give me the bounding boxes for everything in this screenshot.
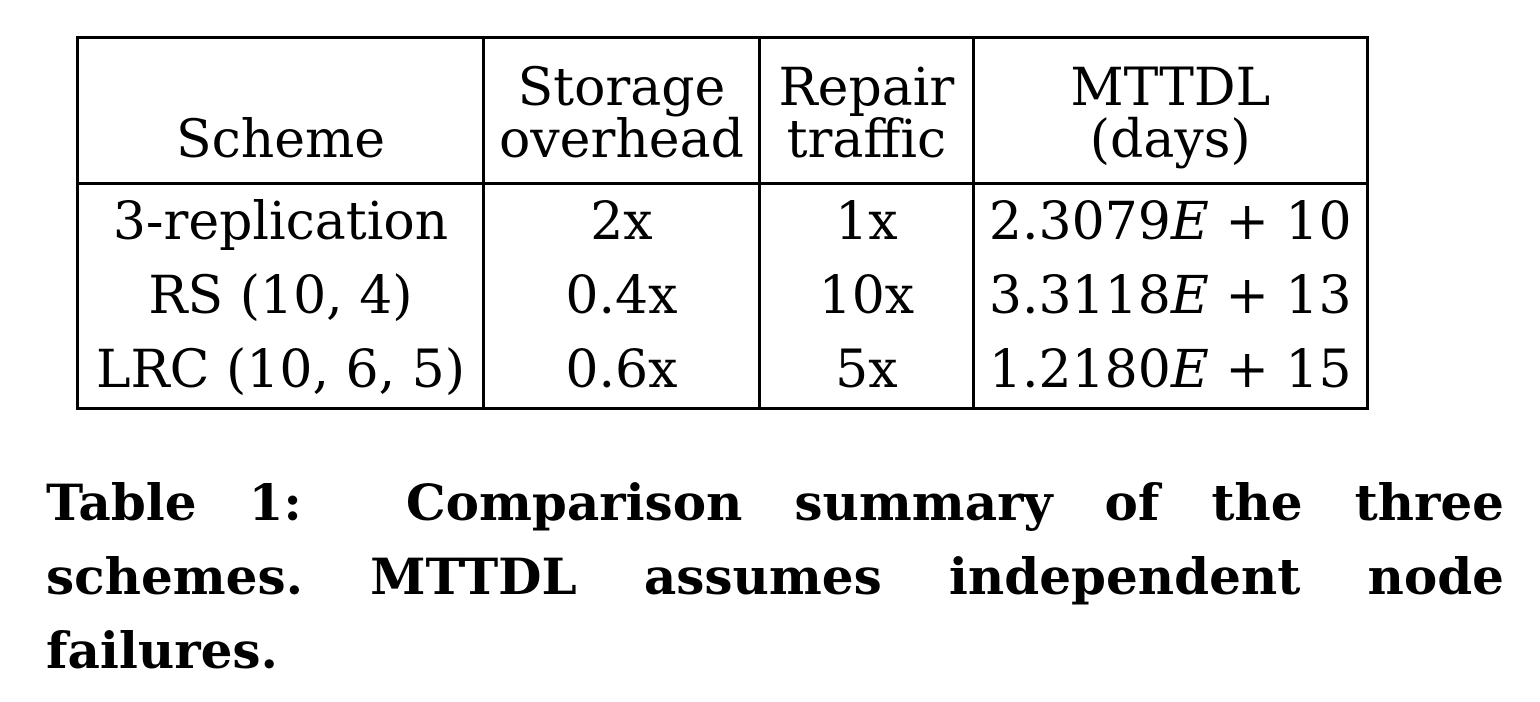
header-storage-line-1: Storage	[517, 58, 726, 118]
table-row: LRC (10, 6, 5) 0.6x 5x 1.2180E + 15	[76, 333, 1369, 410]
table-header: Scheme Storage overhead Repair traffic M…	[76, 37, 1369, 185]
table-body: 3-replication 2x 1x 2.3079E + 10 RS (10,…	[76, 183, 1369, 410]
header-scheme: Scheme	[76, 37, 485, 185]
header-scheme-line-1: Scheme	[175, 110, 386, 170]
mttdl-exponent: + 10	[1208, 192, 1352, 252]
cell-mttdl: 1.2180E + 15	[971, 333, 1369, 410]
header-mttdl-line-2: (days)	[1089, 110, 1251, 170]
header-mttdl-line-1: MTTDL	[1070, 58, 1271, 118]
header-storage-overhead: Storage overhead	[482, 37, 761, 185]
mttdl-exponent-symbol: E	[1170, 266, 1209, 326]
mttdl-mantissa: 1.2180	[988, 340, 1171, 400]
cell-scheme: 3-replication	[76, 183, 485, 259]
cell-scheme: RS (10, 4)	[76, 259, 485, 333]
cell-storage-overhead: 0.4x	[482, 259, 761, 333]
comparison-table-container: Scheme Storage overhead Repair traffic M…	[76, 36, 1369, 410]
cell-scheme: LRC (10, 6, 5)	[76, 333, 485, 410]
cell-repair-traffic: 5x	[757, 333, 975, 410]
cell-repair-traffic: 10x	[757, 259, 975, 333]
header-repair-line-2: traffic	[786, 110, 947, 170]
cell-storage-overhead: 0.6x	[482, 333, 761, 410]
table-row: 3-replication 2x 1x 2.3079E + 10	[76, 183, 1369, 259]
cell-mttdl: 2.3079E + 10	[971, 183, 1369, 259]
header-mttdl: MTTDL (days)	[971, 37, 1369, 185]
caption-label: Table 1:	[46, 473, 302, 532]
mttdl-exponent: + 15	[1208, 340, 1352, 400]
mttdl-exponent-symbol: E	[1170, 340, 1209, 400]
cell-mttdl: 3.3118E + 13	[971, 259, 1369, 333]
cell-storage-overhead: 2x	[482, 183, 761, 259]
comparison-table: Scheme Storage overhead Repair traffic M…	[76, 36, 1369, 410]
header-repair-line-1: Repair	[778, 58, 955, 118]
mttdl-exponent: + 13	[1208, 266, 1352, 326]
mttdl-mantissa: 2.3079	[988, 192, 1171, 252]
mttdl-exponent-symbol: E	[1170, 192, 1209, 252]
table-row: RS (10, 4) 0.4x 10x 3.3118E + 13	[76, 259, 1369, 333]
caption-text: Comparison summary of the three schemes.…	[46, 473, 1504, 680]
table-caption: Table 1: Comparison summary of the three…	[46, 466, 1504, 688]
cell-repair-traffic: 1x	[757, 183, 975, 259]
header-row: Scheme Storage overhead Repair traffic M…	[76, 37, 1369, 185]
mttdl-mantissa: 3.3118	[988, 266, 1171, 326]
header-repair-traffic: Repair traffic	[757, 37, 975, 185]
header-storage-line-2: overhead	[499, 110, 744, 170]
